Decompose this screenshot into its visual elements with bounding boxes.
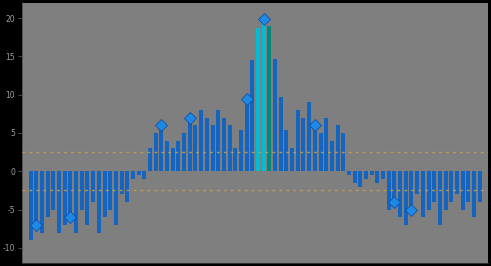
- Bar: [91, 171, 95, 202]
- Bar: [216, 110, 220, 171]
- Bar: [273, 59, 277, 171]
- Bar: [57, 171, 61, 232]
- Bar: [63, 171, 67, 225]
- Bar: [455, 171, 459, 194]
- Bar: [165, 141, 169, 171]
- Bar: [478, 171, 482, 202]
- Bar: [80, 171, 84, 210]
- Bar: [364, 171, 368, 179]
- Bar: [341, 133, 345, 171]
- Bar: [415, 171, 419, 194]
- Bar: [330, 141, 334, 171]
- Bar: [171, 148, 175, 171]
- Bar: [97, 171, 101, 232]
- Bar: [85, 171, 89, 225]
- Bar: [205, 118, 209, 171]
- Bar: [154, 133, 158, 171]
- Bar: [239, 130, 243, 171]
- Bar: [461, 171, 464, 210]
- Bar: [182, 133, 186, 171]
- Bar: [381, 171, 385, 179]
- Bar: [376, 171, 380, 183]
- Bar: [68, 171, 72, 217]
- Bar: [296, 110, 300, 171]
- Bar: [199, 110, 203, 171]
- Bar: [398, 171, 402, 217]
- Bar: [256, 28, 260, 171]
- Bar: [193, 125, 197, 171]
- Bar: [358, 171, 362, 187]
- Bar: [335, 125, 340, 171]
- Bar: [28, 171, 32, 240]
- Bar: [160, 125, 164, 171]
- Bar: [148, 148, 152, 171]
- Bar: [370, 171, 374, 175]
- Bar: [222, 118, 226, 171]
- Bar: [353, 171, 356, 183]
- Bar: [262, 19, 266, 171]
- Bar: [421, 171, 425, 217]
- Bar: [136, 171, 140, 175]
- Bar: [319, 133, 323, 171]
- Bar: [279, 97, 283, 171]
- Bar: [34, 171, 38, 225]
- Bar: [449, 171, 453, 202]
- Bar: [392, 171, 396, 202]
- Bar: [347, 171, 351, 175]
- Bar: [301, 118, 305, 171]
- Bar: [472, 171, 476, 217]
- Bar: [438, 171, 442, 225]
- Bar: [125, 171, 129, 202]
- Bar: [131, 171, 135, 179]
- Bar: [427, 171, 431, 210]
- Bar: [108, 171, 112, 210]
- Bar: [245, 99, 248, 171]
- Bar: [142, 171, 146, 179]
- Bar: [52, 171, 55, 210]
- Bar: [443, 171, 448, 210]
- Bar: [313, 125, 317, 171]
- Bar: [466, 171, 470, 202]
- Bar: [432, 171, 436, 202]
- Bar: [103, 171, 107, 217]
- Bar: [233, 148, 237, 171]
- Bar: [250, 60, 254, 171]
- Bar: [404, 171, 408, 225]
- Bar: [387, 171, 391, 210]
- Bar: [290, 148, 294, 171]
- Bar: [324, 118, 328, 171]
- Bar: [74, 171, 78, 232]
- Bar: [120, 171, 124, 194]
- Bar: [176, 141, 180, 171]
- Bar: [211, 125, 215, 171]
- Bar: [228, 125, 232, 171]
- Bar: [46, 171, 50, 217]
- Bar: [40, 171, 44, 232]
- Bar: [307, 102, 311, 171]
- Bar: [114, 171, 118, 225]
- Bar: [268, 26, 272, 171]
- Bar: [409, 171, 413, 210]
- Bar: [188, 118, 192, 171]
- Bar: [284, 130, 288, 171]
